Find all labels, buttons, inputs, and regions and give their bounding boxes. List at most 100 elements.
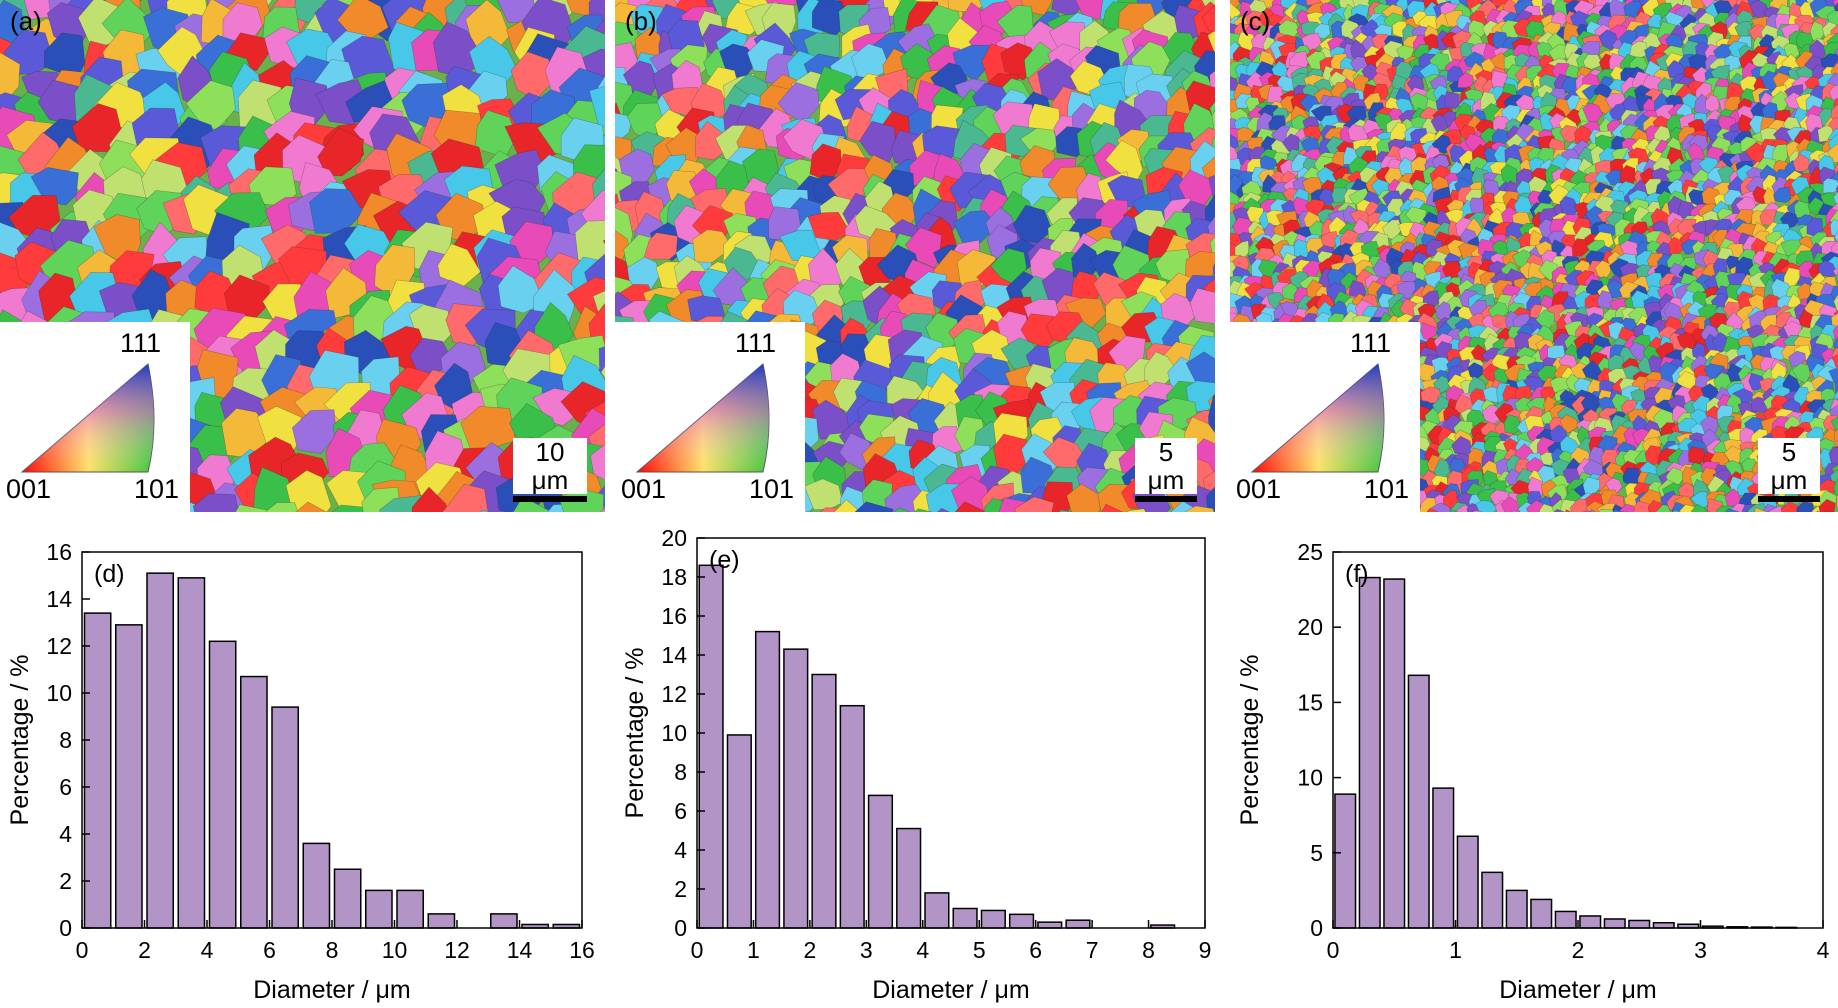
panel-label-b: (b) [625,6,657,36]
ipf-label-101: 101 [749,474,795,504]
histogram-bar [1628,919,1651,929]
y-tick-label: 20 [1297,614,1323,640]
histogram-bar [1334,793,1357,929]
histogram-bar [427,913,456,929]
ipf-label-111: 111 [120,328,162,358]
x-tick-label: 0 [76,937,89,963]
histogram-bar [1065,919,1091,929]
y-tick-label: 14 [661,642,687,668]
histogram-d-svg: 0 2 4 6 8 10 12 14 16 0 2 4 6 8 10 12 14 16 Diameter / μm P… [6,539,595,1004]
histogram-bar [490,913,518,929]
y-tick-label: 20 [661,530,687,551]
scale-bar-a: 10 μm [513,438,587,502]
x-tick-label: 0 [1327,937,1340,963]
y-tick-label: 4 [59,821,72,847]
histogram-e: 0 2 4 6 8 10 12 14 16 18 20 0 1 2 3 4 5 6 7 8 9 Diameter / μm… [615,525,1220,1008]
y-tick-label: 16 [46,539,72,565]
x-tick-label: 8 [1142,937,1155,963]
histogram-bar [208,640,237,929]
y-tick-label: 10 [661,720,687,746]
x-tick-label: 4 [201,937,214,963]
histogram-bar [1481,871,1504,929]
histogram-bar [1603,918,1626,929]
y-tick-label: 12 [661,681,687,707]
histogram-bar [1008,913,1035,929]
y-tick-label: 2 [674,876,687,902]
ipf-label-001: 001 [1236,474,1282,504]
histogram-bar [726,734,752,929]
y-axis-label: Percentage / % [621,648,649,819]
histogram-bar [146,572,174,929]
x-tick-label: 16 [569,937,595,963]
histogram-bar [867,794,894,929]
histogram-bar [952,907,978,929]
scale-bar-line-c [1758,496,1820,502]
y-tick-label: 0 [674,915,687,941]
histogram-f: 0 5 10 15 20 25 0 1 2 3 4 Diameter / μm Percentage /… [1230,530,1838,1008]
x-tick-label: 4 [916,937,929,963]
x-tick-label: 6 [1029,937,1042,963]
y-tick-label: 10 [46,680,72,706]
ipf-triangle-icon [635,363,770,473]
ipf-legend-b: 111 001 101 [615,322,805,512]
scale-bar-label-a: 10 μm [513,438,587,494]
y-tick-label: 6 [59,774,72,800]
y-tick-label: 2 [59,868,72,894]
x-tick-label: 0 [691,937,704,963]
y-tick-label: 14 [46,586,72,612]
x-axis-label: Diameter / μm [872,976,1029,1004]
histogram-bar [115,624,143,929]
ipf-label-101: 101 [134,474,180,504]
ipf-legend-c: 111 001 101 [1230,322,1420,512]
histogram-bar [271,706,299,929]
y-tick-label: 8 [59,727,72,753]
y-tick-label: 18 [661,564,687,590]
histogram-bar [83,612,112,929]
histogram-d: 0 2 4 6 8 10 12 14 16 0 2 4 6 8 10 12 14 16 Diameter / μm P… [0,530,605,1008]
histogram-bar [811,673,837,929]
x-axis-label: Diameter / μm [253,976,410,1004]
x-tick-label: 1 [1449,937,1462,963]
y-tick-label: 8 [674,759,687,785]
y-tick-label: 6 [674,798,687,824]
x-tick-label: 1 [747,937,760,963]
x-tick-label: 2 [1572,937,1585,963]
y-tick-label: 15 [1297,689,1323,715]
histogram-bar [924,892,950,929]
ebsd-map-b: (b) 111 001 101 5 μm [615,0,1215,512]
histogram-bar [240,675,268,929]
ipf-label-001: 001 [6,474,52,504]
histogram-bar [896,827,922,929]
x-axis-label: Diameter / μm [1499,976,1656,1004]
x-tick-label: 7 [1086,937,1099,963]
histogram-bar [1530,898,1553,929]
panel-label: (d) [94,560,125,588]
histogram-bar [783,648,809,929]
histogram-bar [1554,910,1577,929]
ipf-triangle-icon [1250,363,1385,473]
y-tick-label: 12 [46,633,72,659]
histogram-bar [754,630,781,929]
x-tick-label: 8 [326,937,339,963]
histogram-bar [1505,889,1528,929]
plot-frame [1332,551,1824,929]
x-tick-label: 14 [507,937,533,963]
ipf-label-111: 111 [1350,328,1392,358]
histogram-bar [1358,576,1381,929]
histogram-bar [1456,835,1479,929]
panel-label: (f) [1345,560,1369,588]
histogram-bar [333,868,362,929]
x-tick-label: 2 [138,937,151,963]
y-tick-label: 0 [1310,915,1323,941]
histogram-bar [396,889,424,929]
y-tick-label: 16 [661,603,687,629]
histogram-bar [839,704,865,929]
y-tick-label: 4 [674,837,687,863]
x-tick-label: 3 [860,937,873,963]
histogram-bar [177,577,206,929]
histogram-bar [1407,674,1430,929]
panel-label-a: (a) [10,6,42,36]
ipf-legend-a: 111 001 101 [0,322,190,512]
y-tick-label: 5 [1310,840,1323,866]
